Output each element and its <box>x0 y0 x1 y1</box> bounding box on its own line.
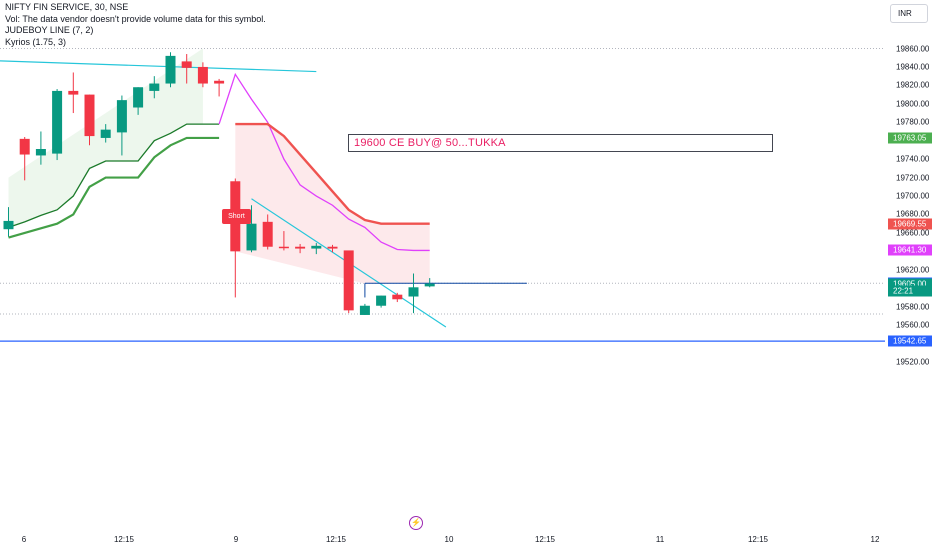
x-tick-label: 12:15 <box>113 535 135 544</box>
price-tag: 19641.30 <box>888 244 932 256</box>
y-tick-label: 19680.00 <box>896 209 930 219</box>
x-tick-label: 10 <box>444 535 454 544</box>
magenta-line <box>218 72 430 252</box>
candle-body <box>19 138 30 155</box>
x-tick-label: 12:15 <box>747 535 769 544</box>
y-tick-label: 19860.00 <box>896 44 930 53</box>
candle-body <box>52 90 63 154</box>
green-upper-line <box>8 123 220 228</box>
price-tag: 19542.65 <box>888 335 932 347</box>
candle-body <box>197 66 208 84</box>
candle-body <box>165 55 176 84</box>
chart-legend: NIFTY FIN SERVICE, 30, NSE Vol: The data… <box>5 2 266 48</box>
candle-body <box>116 100 127 133</box>
short-signal-label: Short <box>222 209 251 224</box>
indicator-kyrios[interactable]: Kyrios (1.75, 3) <box>5 36 67 47</box>
candle-body <box>262 221 273 247</box>
volume-note: Vol: The data vendor doesn't provide vol… <box>5 13 266 24</box>
candle-body <box>35 148 46 156</box>
red-resistance-line <box>235 122 430 225</box>
candle-body <box>246 223 257 251</box>
y-tick-label: 19580.00 <box>896 302 930 312</box>
candle-body <box>327 246 338 249</box>
indicator-judeboy[interactable]: JUDEBOY LINE (7, 2) <box>5 25 94 35</box>
x-tick-label: 6 <box>21 535 27 544</box>
candle-body <box>100 129 111 138</box>
x-tick-label: 12:15 <box>534 535 556 544</box>
candle-body <box>424 283 435 287</box>
candle-body <box>68 90 79 95</box>
y-tick-label: 19820.00 <box>896 80 930 90</box>
candle-body <box>408 287 419 297</box>
candle-body <box>343 250 354 311</box>
x-tick-label: 9 <box>233 535 239 544</box>
candle-body <box>181 61 192 68</box>
candle-body <box>3 220 14 230</box>
candle-body <box>84 94 95 137</box>
trendline-top <box>0 60 317 73</box>
y-tick-label: 19520.00 <box>896 357 930 367</box>
candle-body <box>311 245 322 249</box>
x-tick-label: 12 <box>870 535 880 544</box>
candle-body <box>133 87 144 108</box>
x-tick-label: 12:15 <box>325 535 347 544</box>
text-annotation[interactable]: 19600 CE BUY@ 50...TUKKA <box>348 134 773 152</box>
candle-body <box>359 305 370 315</box>
candle-body <box>214 80 225 84</box>
candle-body <box>278 246 289 249</box>
lightning-icon[interactable]: ⚡ <box>409 516 423 530</box>
y-tick-label: 19840.00 <box>896 62 930 72</box>
price-tag: 19669.55 <box>888 218 932 230</box>
price-tag: 19605.00 <box>888 278 932 290</box>
y-tick-label: 19620.00 <box>896 265 930 275</box>
symbol-title[interactable]: NIFTY FIN SERVICE, 30, NSE <box>5 2 129 12</box>
green-support-line <box>8 136 220 239</box>
candle-body <box>376 295 387 306</box>
candle-body <box>392 294 403 300</box>
y-tick-label: 19700.00 <box>896 191 930 201</box>
price-tag: 22:21 <box>888 285 932 297</box>
y-tick-label: 19800.00 <box>896 99 930 109</box>
price-tag: 19763.05 <box>888 132 932 144</box>
short-arrow <box>231 183 240 187</box>
currency-button[interactable]: INR <box>890 4 928 23</box>
x-tick-label: 11 <box>655 535 665 544</box>
y-tick-label: 19780.00 <box>896 117 930 127</box>
candle-body <box>149 83 160 91</box>
y-tick-label: 19560.00 <box>896 320 930 330</box>
y-tick-label: 19660.00 <box>896 228 930 238</box>
y-tick-label: 19740.00 <box>896 154 930 164</box>
candle-body <box>295 246 306 249</box>
y-tick-label: 19720.00 <box>896 173 930 183</box>
